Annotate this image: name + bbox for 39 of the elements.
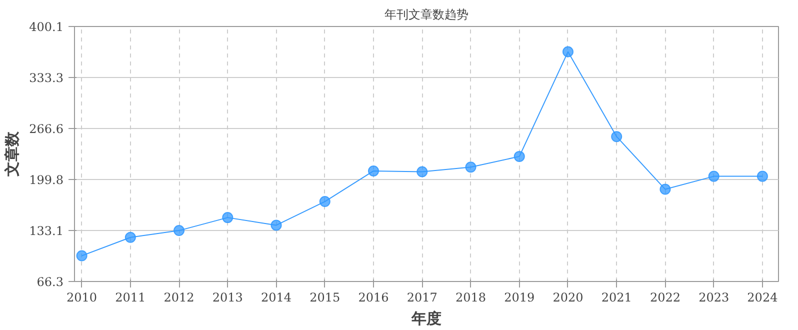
y-tick-label: 400.1 — [29, 20, 64, 34]
point — [174, 225, 185, 236]
x-tick-label: 2019 — [504, 290, 535, 304]
x-tick-label: 2022 — [650, 290, 680, 304]
x-tick-label: 2020 — [552, 290, 584, 304]
x-tick-label: 2017 — [406, 290, 438, 304]
x-axis-title: 年度 — [410, 310, 442, 328]
y-tick-label: 66.3 — [36, 275, 64, 289]
y-axis-title: 文章数 — [3, 130, 22, 178]
point — [660, 184, 671, 195]
point — [756, 170, 768, 182]
x-tick-label: 2023 — [698, 290, 730, 304]
x-tick-label: 2014 — [261, 290, 292, 304]
point — [222, 212, 234, 224]
point — [611, 131, 622, 142]
point — [270, 220, 282, 231]
x-tick-label: 2015 — [310, 290, 340, 304]
point — [124, 232, 136, 243]
chart-title: 年刊文章数趋势 — [384, 8, 468, 22]
x-tick-label: 2011 — [115, 290, 146, 304]
point — [319, 196, 330, 208]
point — [368, 165, 380, 176]
point — [416, 166, 428, 178]
point — [465, 162, 476, 173]
x-tick-label: 2018 — [455, 290, 486, 304]
y-tick-label: 333.3 — [29, 71, 64, 86]
point — [76, 250, 88, 262]
point — [514, 150, 525, 162]
point — [562, 46, 574, 58]
x-tick-label: 2010 — [66, 290, 98, 304]
x-tick-label: 2013 — [212, 290, 243, 304]
point — [708, 170, 720, 182]
y-tick-label: 199.8 — [29, 173, 64, 188]
x-tick-label: 2016 — [358, 290, 389, 304]
x-tick-label: 2012 — [164, 290, 194, 304]
y-tick-label: 133.1 — [29, 224, 64, 238]
y-tick-label: 266.6 — [29, 122, 64, 136]
x-tick-label: 2024 — [747, 290, 778, 304]
x-tick-label: 2021 — [601, 290, 632, 304]
